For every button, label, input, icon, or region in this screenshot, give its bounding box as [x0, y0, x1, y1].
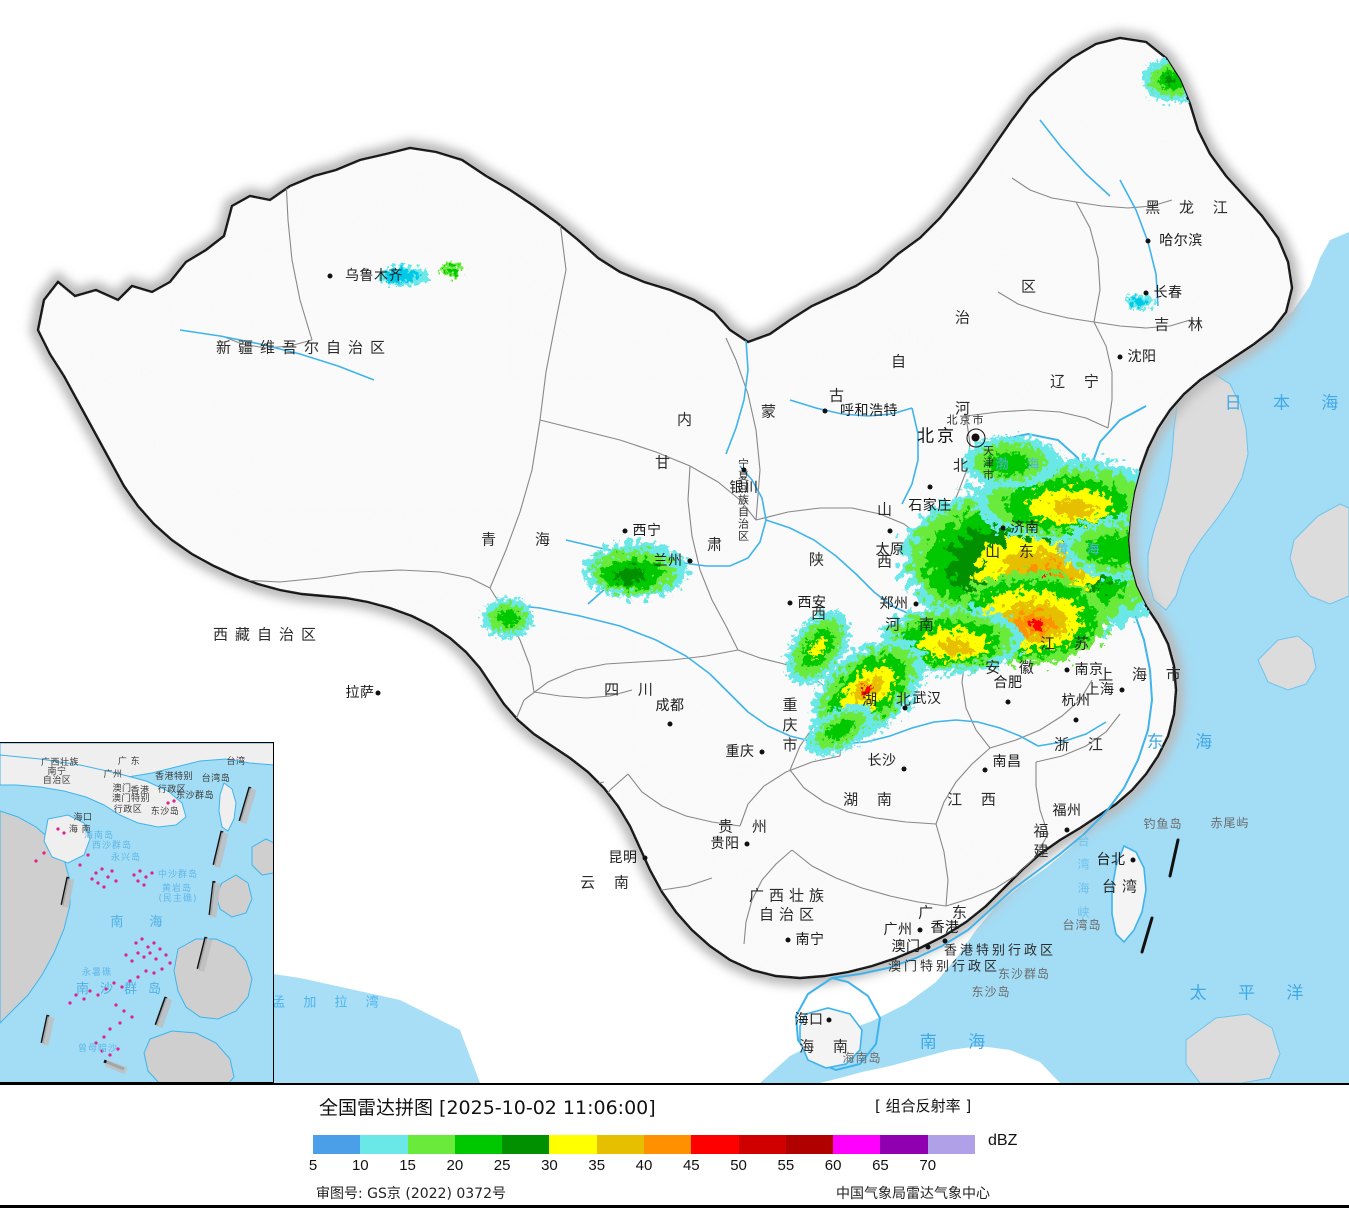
colorbar-swatch: [596, 1135, 644, 1154]
taiwan-island: [1111, 844, 1147, 944]
city-marker-dot[interactable]: [913, 601, 919, 607]
dbz-tick: 35: [588, 1157, 606, 1174]
south-china-sea-inset-map[interactable]: 广西壮族 自治区 南宁广 东广州 香港 香港特别 行政区 澳门 澳门特别 行政区 台湾 台湾岛 东沙群…: [0, 742, 274, 1083]
city-marker-dot[interactable]: [927, 484, 933, 490]
colorbar-swatch: [738, 1135, 786, 1154]
city-marker-dot[interactable]: [917, 927, 923, 933]
city-marker-dot[interactable]: [982, 767, 988, 773]
dbz-tick: 40: [635, 1157, 653, 1174]
city-marker-dot[interactable]: [1130, 857, 1136, 863]
city-marker-dot[interactable]: [1064, 827, 1070, 833]
colorbar-swatch: [927, 1135, 975, 1154]
colorbar-swatch: [785, 1135, 834, 1154]
city-marker-dot[interactable]: [1119, 687, 1125, 693]
city-marker-dot[interactable]: [759, 749, 765, 755]
map-graphics: [0, 29, 1349, 1083]
dbz-tick: 5: [308, 1157, 318, 1174]
colorbar-swatch: [833, 1135, 881, 1154]
dbz-tick: 70: [919, 1157, 937, 1174]
city-marker-dot[interactable]: [1073, 717, 1079, 723]
city-marker-dot[interactable]: [667, 721, 673, 727]
nine-dash-line: [1140, 838, 1180, 954]
dbz-tick: 50: [730, 1157, 747, 1174]
colorbar-swatch: [313, 1135, 361, 1154]
city-marker-dot[interactable]: [622, 528, 628, 534]
dbz-tick-labels: 5 10 15 20 25 30 35 40 45 50 55 60 65 70: [309, 1157, 975, 1175]
city-marker-dot[interactable]: [1005, 699, 1011, 705]
colorbar-swatch: [549, 1135, 597, 1154]
colorbar-swatch: [880, 1135, 928, 1154]
colorbar-swatch: [691, 1135, 739, 1154]
echo-bohai-north: [964, 436, 1060, 488]
issuing-agency: 中国气象局雷达气象中心: [836, 1186, 990, 1202]
legend-title: 全国雷达拼图 [2025-10-02 11:06:00]: [319, 1097, 656, 1119]
dbz-tick: 45: [682, 1157, 700, 1174]
echo-henan-anhui: [880, 606, 1024, 674]
map-approval-number: 审图号: GS京 (2022) 0372号: [316, 1186, 506, 1202]
dbz-tick: 65: [872, 1157, 889, 1174]
hainan-island: [799, 1007, 863, 1069]
city-marker-dot[interactable]: [901, 766, 907, 772]
city-marker-dot[interactable]: [1000, 525, 1006, 531]
echo-xinjiang: [378, 263, 463, 286]
colorbar-swatch: [360, 1135, 408, 1154]
rivers: [179, 119, 1159, 747]
city-marker-dot[interactable]: [375, 690, 381, 696]
dbz-tick: 60: [824, 1157, 842, 1174]
china-radar-map[interactable]: 新疆维吾尔自治区 西藏自治区青海甘肃内蒙古自治区黑 龙 江吉 林辽 宁河北山西陕西…: [0, 0, 1349, 1083]
echo-chongqing: [785, 610, 851, 686]
city-marker-dot[interactable]: [642, 855, 648, 861]
colorbar-swatch: [407, 1135, 455, 1154]
city-marker-dot[interactable]: [822, 408, 828, 414]
city-marker-dot[interactable]: [826, 1017, 832, 1023]
echo-hunan-north: [805, 704, 875, 756]
inset-graphics: [0, 743, 273, 1082]
dbz-tick: 25: [493, 1157, 511, 1174]
city-marker-dot[interactable]: [687, 558, 693, 564]
city-marker-dot[interactable]: [1064, 667, 1070, 673]
city-marker-dot[interactable]: [887, 528, 893, 534]
legend-panel: 全国雷达拼图 [2025-10-02 11:06:00] [ 组合反射率 ] d…: [0, 1083, 1349, 1208]
radar-echo-layer: [378, 58, 1202, 950]
capital-marker-icon[interactable]: [966, 428, 986, 448]
city-marker-dot[interactable]: [785, 937, 791, 943]
dbz-unit-label: dBZ: [988, 1132, 1018, 1149]
city-marker-dot[interactable]: [741, 467, 747, 473]
colorbar-swatch: [502, 1135, 550, 1154]
dbz-tick: 10: [351, 1157, 369, 1174]
colorbar-swatch: [454, 1135, 503, 1154]
city-marker-dot[interactable]: [1143, 290, 1149, 296]
city-marker-dot[interactable]: [327, 273, 333, 279]
echo-gansu-lanzhou: [584, 542, 688, 598]
neighbor-landmass: [1147, 373, 1349, 1083]
city-marker-dot[interactable]: [744, 841, 750, 847]
echo-jilin: [1126, 294, 1154, 310]
city-marker-dot[interactable]: [942, 938, 948, 944]
city-marker-dot[interactable]: [1145, 238, 1151, 244]
city-marker-dot[interactable]: [787, 600, 793, 606]
colorbar-swatch: [643, 1135, 692, 1154]
city-marker-dot[interactable]: [902, 705, 908, 711]
dbz-tick: 55: [777, 1157, 795, 1174]
city-marker-dot[interactable]: [925, 944, 931, 950]
city-marker-dot[interactable]: [1117, 354, 1123, 360]
dbz-tick: 20: [446, 1157, 464, 1174]
legend-product-type: [ 组合反射率 ]: [875, 1097, 972, 1115]
province-boundaries: [221, 177, 1191, 945]
reef-dots: [34, 799, 176, 1057]
dbz-tick: 30: [541, 1157, 558, 1174]
dbz-tick: 15: [399, 1157, 416, 1174]
dbz-colorbar[interactable]: [313, 1135, 975, 1154]
legend-title-row: 全国雷达拼图 [2025-10-02 11:06:00] [ 组合反射率 ]: [0, 1093, 1349, 1119]
